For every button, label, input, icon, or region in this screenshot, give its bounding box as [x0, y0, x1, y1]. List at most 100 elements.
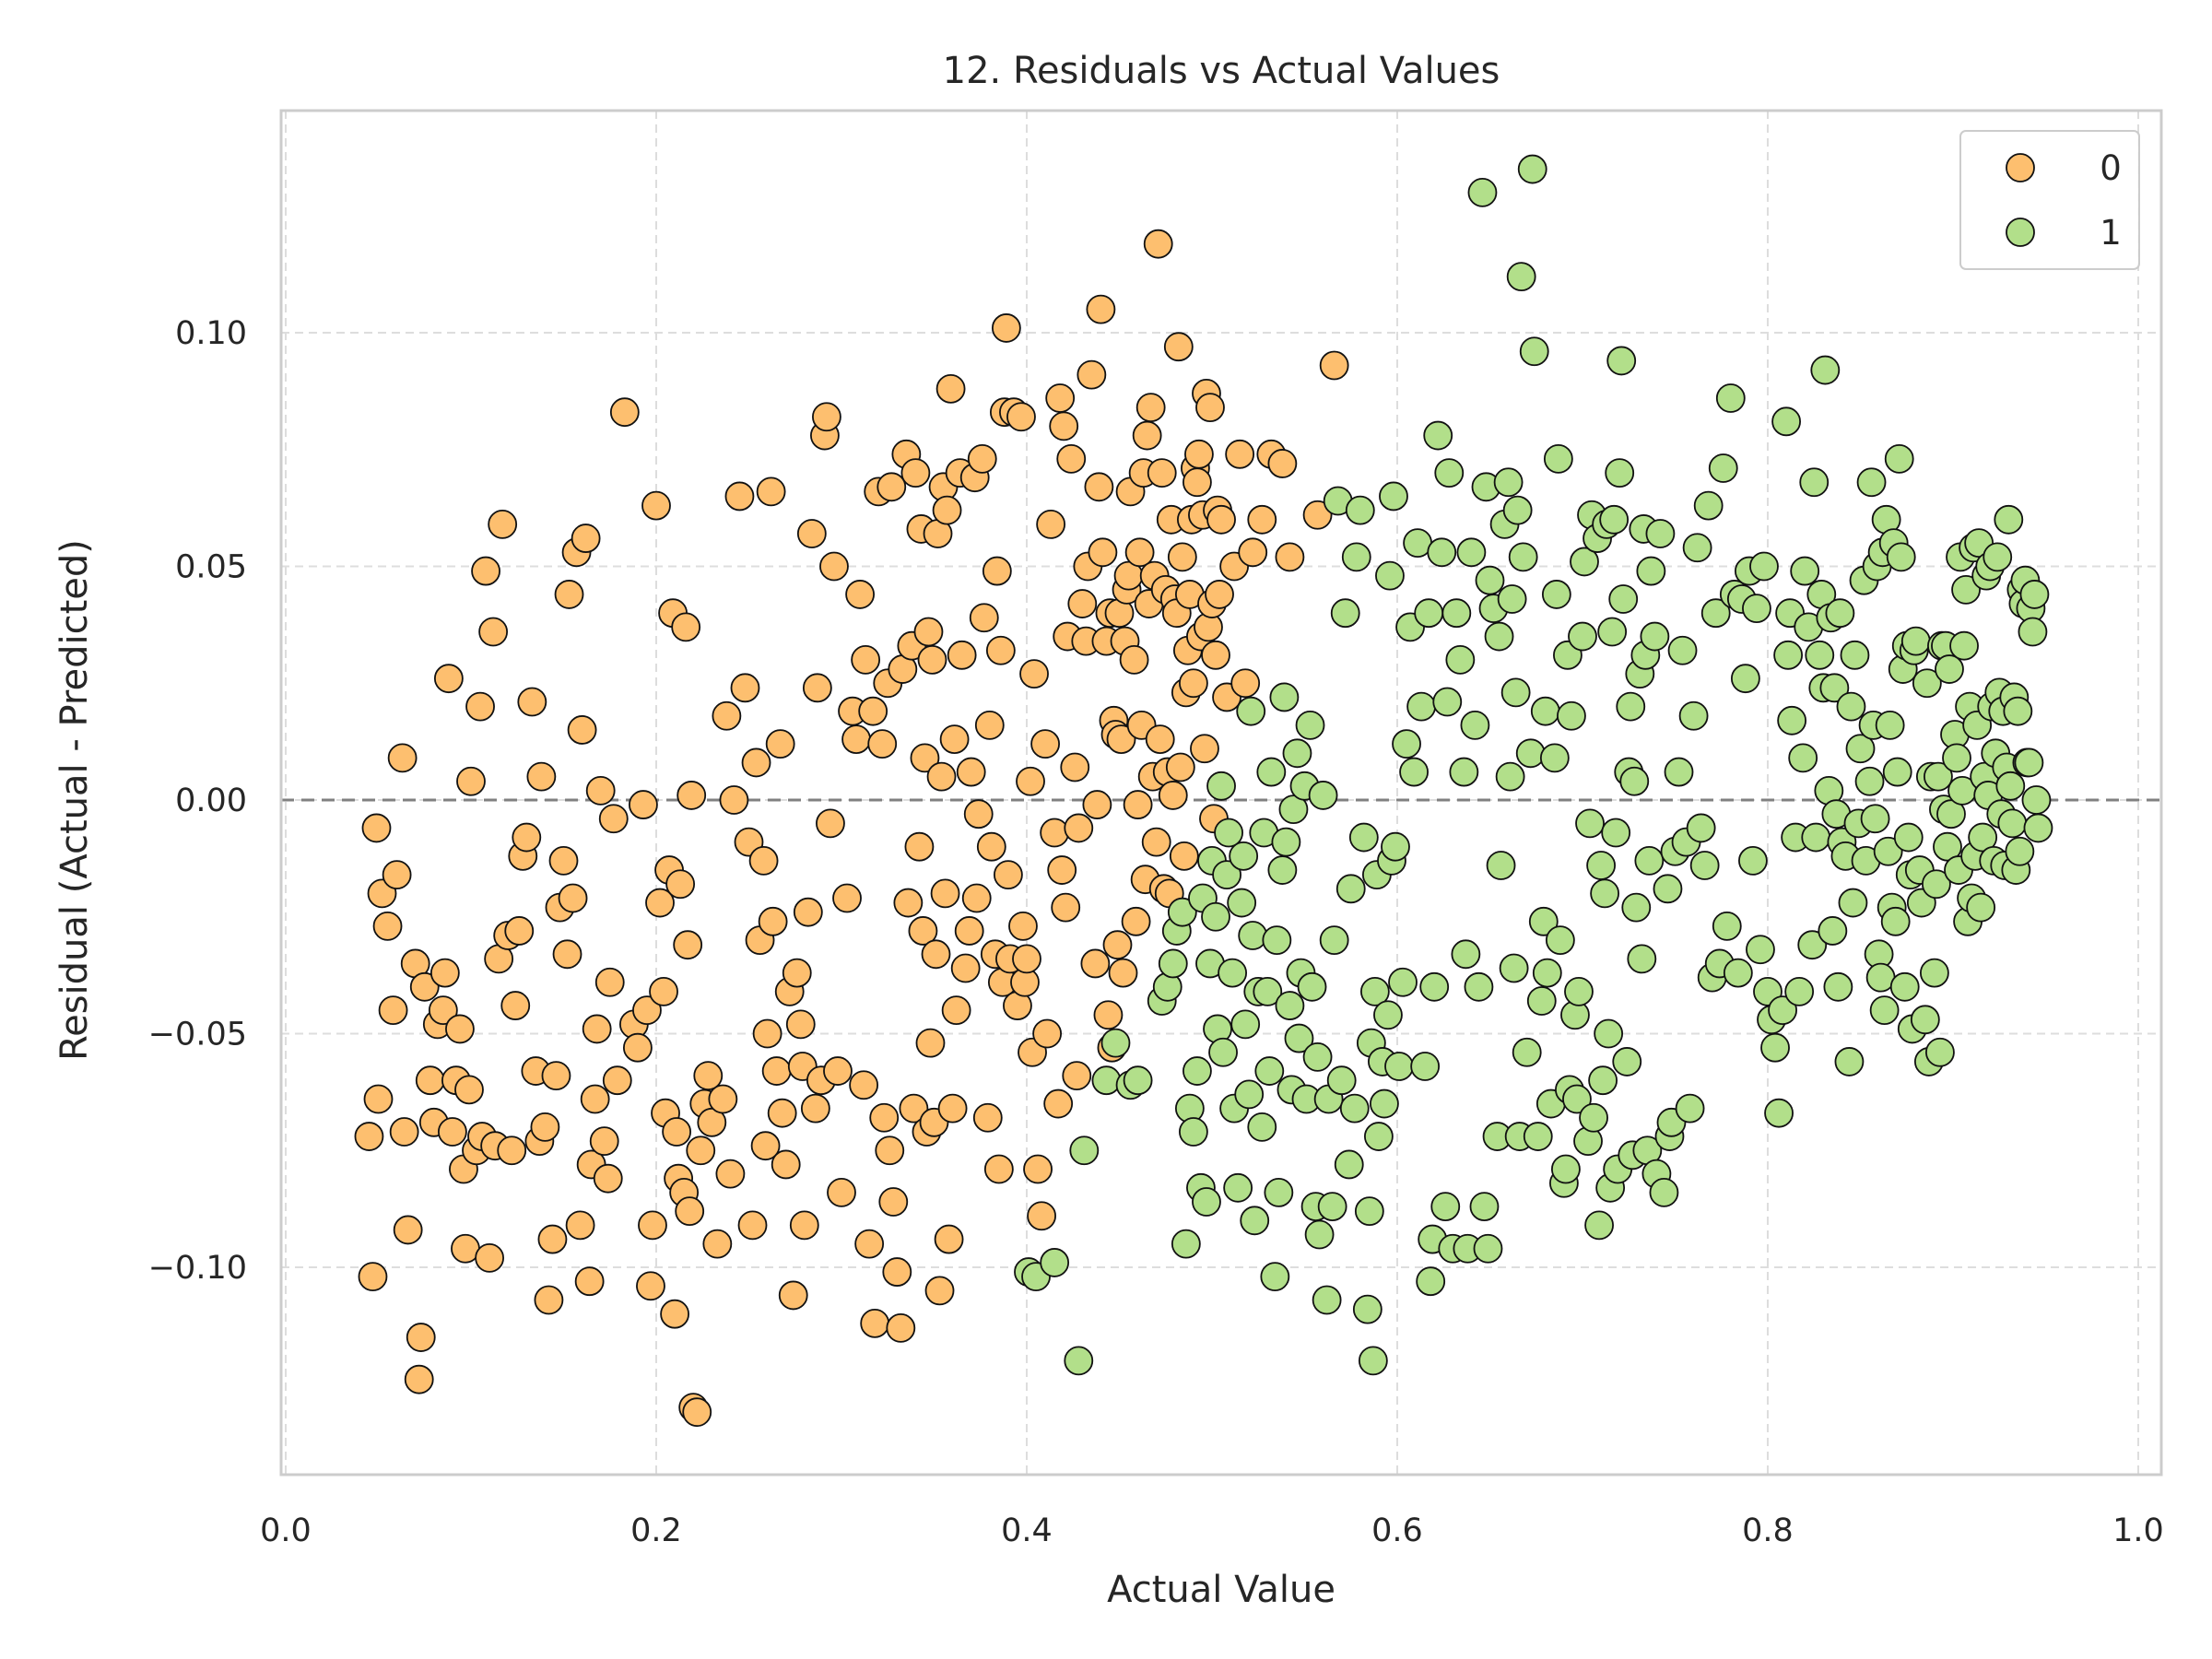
data-point-series-1	[1584, 1210, 1614, 1241]
data-point-series-1	[1223, 1172, 1253, 1203]
data-point-series-0	[675, 1196, 705, 1227]
data-point-series-0	[1008, 911, 1038, 941]
data-point-series-0	[677, 781, 707, 810]
data-point-series-1	[1392, 729, 1421, 759]
data-point-series-1	[1484, 621, 1514, 652]
data-point-series-0	[915, 1028, 946, 1058]
data-point-series-0	[719, 785, 749, 815]
data-point-series-1	[1449, 757, 1479, 787]
data-point-series-1	[1541, 580, 1571, 609]
data-point-series-1	[1379, 481, 1408, 512]
data-point-series-0	[771, 1149, 801, 1180]
data-point-series-1	[1823, 971, 1853, 1002]
data-point-series-0	[1056, 443, 1087, 474]
data-point-series-0	[456, 766, 486, 796]
data-point-series-0	[1184, 439, 1214, 469]
data-point-series-1	[1601, 818, 1631, 848]
data-point-series-1	[1568, 621, 1597, 652]
data-point-series-1	[1441, 598, 1472, 629]
data-point-series-1	[1738, 846, 1768, 876]
data-point-series-1	[1339, 1093, 1370, 1124]
data-point-series-0	[761, 1056, 792, 1086]
data-point-series-1	[1256, 757, 1287, 787]
data-point-series-1	[2014, 747, 2044, 778]
data-point-series-0	[433, 664, 464, 694]
data-point-series-0	[465, 691, 495, 722]
data-point-series-1	[1352, 1294, 1382, 1324]
data-point-series-1	[1653, 874, 1683, 904]
data-point-series-1	[1445, 645, 1476, 675]
data-point-series-0	[800, 1093, 830, 1124]
data-point-series-0	[832, 883, 862, 913]
data-point-series-1	[1526, 986, 1557, 1016]
data-point-series-1	[1838, 888, 1868, 918]
data-point-series-0	[649, 976, 678, 1006]
legend: 01	[1959, 130, 2140, 270]
data-point-series-0	[565, 1210, 595, 1241]
data-point-series-1	[1275, 991, 1305, 1020]
data-point-series-1	[1388, 967, 1418, 997]
data-point-series-1	[1341, 542, 1371, 572]
data-point-series-1	[1508, 542, 1538, 572]
data-point-series-0	[541, 1061, 571, 1091]
legend-label-0: 0	[2100, 148, 2122, 188]
data-point-series-1	[1621, 892, 1652, 923]
data-point-series-1	[1532, 958, 1562, 988]
data-point-series-1	[1856, 467, 1887, 498]
data-point-series-1	[1158, 948, 1188, 979]
data-point-series-1	[1295, 710, 1325, 740]
data-point-series-1	[1201, 901, 1230, 932]
data-point-series-0	[917, 645, 947, 675]
data-points	[354, 154, 2053, 1428]
data-point-series-0	[1036, 509, 1066, 539]
data-point-series-1	[1675, 1093, 1705, 1124]
data-point-series-1	[1434, 458, 1465, 488]
data-point-series-1	[1269, 682, 1300, 712]
data-point-series-0	[950, 953, 981, 983]
data-point-series-0	[1135, 393, 1166, 423]
data-point-series-0	[827, 1177, 856, 1207]
data-point-series-0	[1195, 393, 1225, 423]
data-point-series-1	[1886, 542, 1916, 572]
data-point-series-1	[1427, 537, 1457, 568]
data-point-series-0	[1016, 766, 1045, 796]
data-point-series-1	[2021, 785, 2052, 815]
data-point-series-0	[924, 1276, 955, 1306]
data-point-series-0	[967, 443, 997, 474]
data-point-series-0	[932, 495, 962, 525]
data-point-series-0	[939, 724, 970, 754]
x-tick-label: 0.8	[1742, 1512, 1794, 1549]
data-point-series-1	[2019, 580, 2050, 609]
data-point-series-0	[517, 687, 547, 717]
data-point-series-1	[1381, 831, 1410, 862]
data-point-series-0	[585, 775, 616, 806]
data-point-series-1	[1495, 761, 1525, 792]
data-point-series-1	[2023, 813, 2053, 843]
data-point-series-1	[1284, 1023, 1314, 1053]
data-point-series-0	[1012, 944, 1041, 974]
data-point-series-1	[1519, 336, 1549, 367]
data-point-series-0	[454, 1075, 484, 1105]
data-point-series-0	[415, 1065, 445, 1096]
data-point-series-1	[1230, 1009, 1261, 1040]
data-point-series-1	[1467, 177, 1498, 207]
data-point-series-0	[1080, 948, 1111, 979]
data-point-series-0	[845, 580, 875, 609]
data-point-series-0	[662, 1117, 692, 1147]
data-point-series-0	[921, 939, 951, 970]
data-point-series-0	[1132, 420, 1162, 451]
data-point-series-0	[361, 813, 392, 843]
data-point-series-0	[1043, 1088, 1074, 1119]
data-point-series-1	[1995, 771, 2026, 801]
data-point-series-0	[638, 1210, 667, 1241]
data-point-series-1	[1493, 467, 1524, 498]
data-point-series-0	[875, 1135, 905, 1166]
data-point-series-1	[1475, 565, 1505, 595]
data-point-series-1	[1627, 944, 1657, 974]
data-point-series-0	[1108, 958, 1138, 988]
data-point-series-1	[1910, 1005, 1940, 1035]
data-point-series-0	[893, 888, 924, 918]
data-point-series-1	[1860, 804, 1890, 834]
data-point-series-1	[1502, 495, 1533, 525]
data-point-series-1	[1326, 1065, 1357, 1096]
